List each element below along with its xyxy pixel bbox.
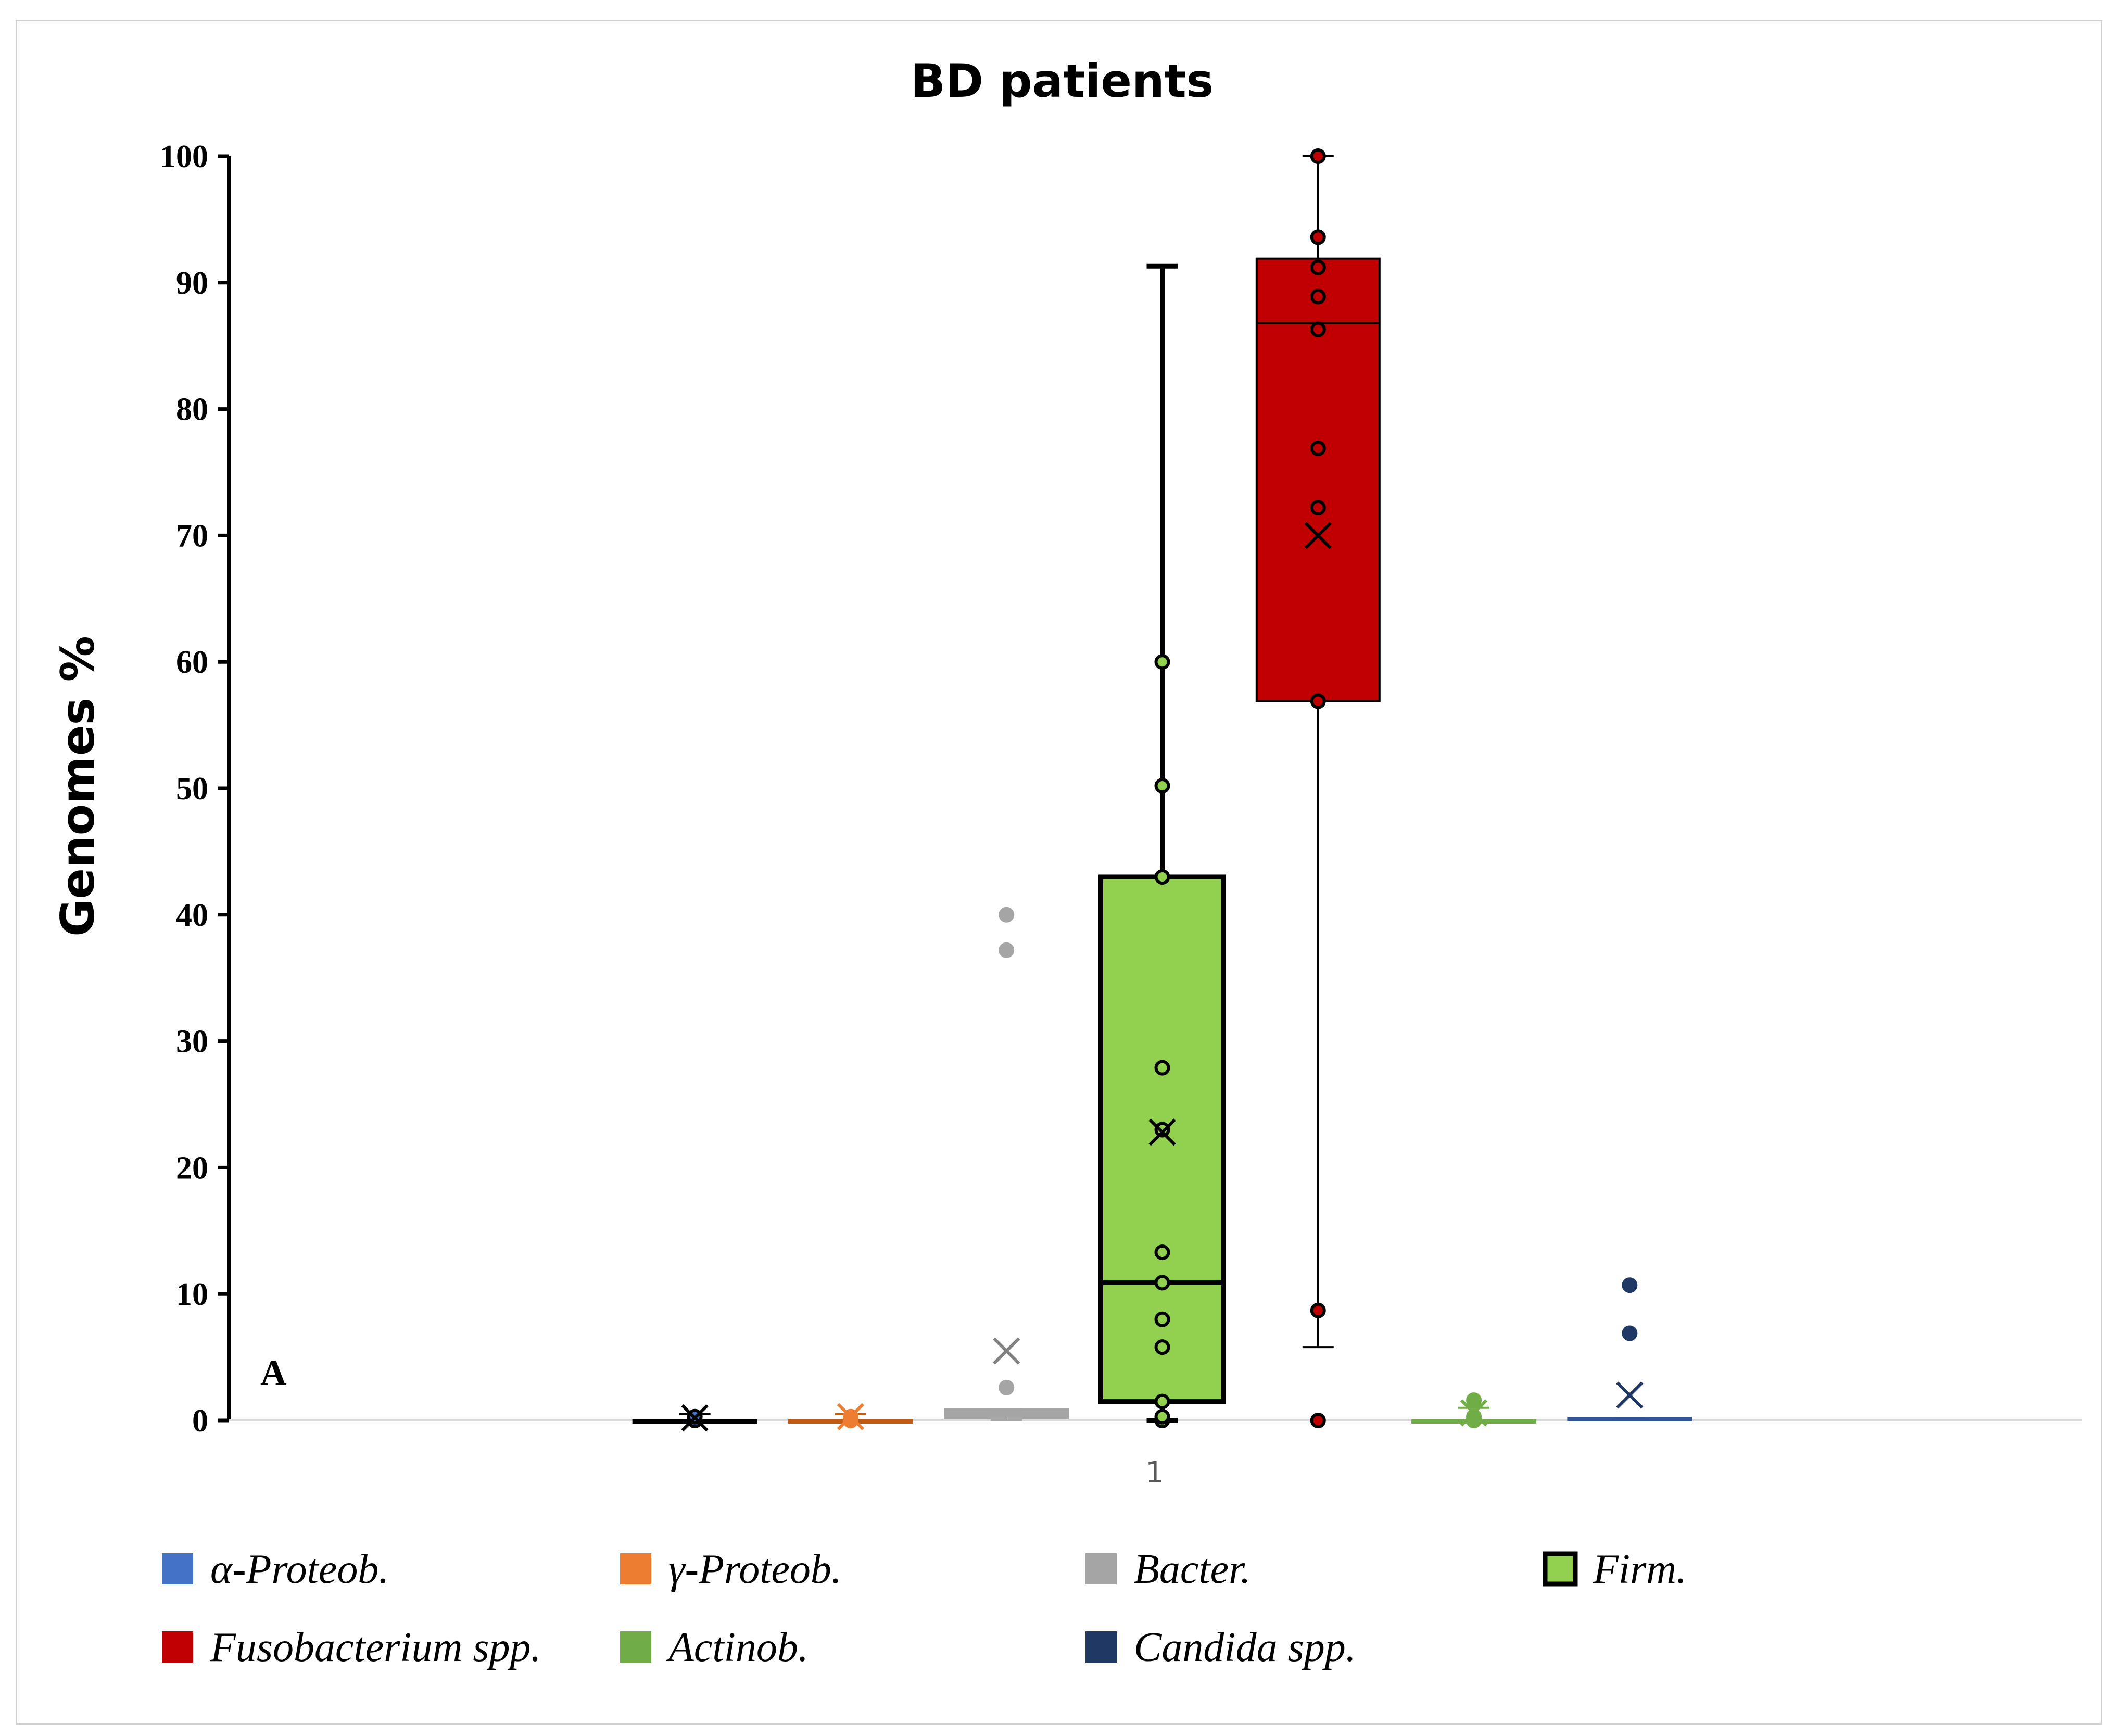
legend-label: α-Proteob. — [210, 1546, 389, 1592]
chart-frame — [16, 20, 2102, 1725]
legend-swatch — [162, 1553, 193, 1584]
data-point — [1310, 229, 1326, 245]
axes: 0 10 20 30 40 50 60 70 80 90 100 1 — [160, 139, 2082, 1490]
mean-marker — [1304, 522, 1332, 549]
legend-swatch — [1085, 1553, 1117, 1584]
data-point — [1310, 499, 1326, 515]
data-point — [1622, 1277, 1638, 1293]
data-point — [1154, 1311, 1170, 1327]
mean-marker — [1460, 1399, 1488, 1427]
data-point — [1154, 1275, 1170, 1291]
data-point — [1310, 693, 1326, 709]
data-point — [1154, 1339, 1170, 1355]
panel-label: A — [260, 1353, 287, 1393]
data-point — [1310, 288, 1326, 305]
y-tick-label: 40 — [176, 898, 208, 933]
legend-item: Bacter. — [1085, 1546, 1251, 1592]
legend: α-Proteob. γ-Proteob. Bacter. Firm. Fusobact… — [162, 1546, 1687, 1670]
data-point — [1310, 321, 1326, 337]
box-series — [944, 907, 1069, 1421]
data-point — [1310, 259, 1326, 275]
y-tick-label: 50 — [176, 771, 208, 807]
data-point — [1466, 1392, 1482, 1408]
legend-item: Candida spp. — [1085, 1625, 1356, 1670]
chart-title: BD patients — [911, 54, 1214, 108]
mean-marker — [837, 1403, 865, 1430]
mean-marker — [681, 1404, 709, 1432]
box-series — [632, 1404, 757, 1432]
data-point — [1622, 1325, 1638, 1341]
box-series — [788, 1403, 913, 1430]
data-point — [1154, 1393, 1170, 1410]
data-point — [1154, 1408, 1170, 1425]
y-axis-label: Genomes % — [51, 636, 105, 937]
data-point — [1154, 778, 1170, 794]
data-point — [999, 907, 1015, 923]
legend-item: Firm. — [1543, 1546, 1687, 1592]
data-point — [1466, 1408, 1482, 1425]
legend-swatch — [620, 1553, 651, 1584]
box-series — [1255, 148, 1381, 1428]
data-point — [1310, 1302, 1326, 1318]
legend-swatch — [620, 1631, 651, 1663]
legend-label: Actinob. — [666, 1625, 809, 1670]
y-tick-label: 0 — [192, 1403, 208, 1439]
legend-label: Candida spp. — [1134, 1625, 1356, 1670]
y-tick-label: 80 — [176, 392, 208, 427]
data-point — [1154, 654, 1170, 670]
data-point — [1154, 1060, 1170, 1076]
legend-label: Firm. — [1593, 1546, 1687, 1592]
data-point — [1310, 440, 1326, 456]
legend-swatch — [1543, 1551, 1578, 1587]
data-point — [999, 1379, 1015, 1395]
y-tick-label: 60 — [176, 645, 208, 680]
box-series — [1567, 1277, 1692, 1422]
box-series — [1098, 263, 1226, 1428]
data-point — [1154, 869, 1170, 885]
mean-marker — [993, 1337, 1020, 1365]
y-tick-label: 30 — [176, 1024, 208, 1060]
y-tick-label: 90 — [176, 266, 208, 301]
data-point — [1310, 148, 1326, 164]
legend-item: Actinob. — [620, 1625, 809, 1670]
x-tick-label: 1 — [1145, 1456, 1164, 1490]
legend-item: Fusobacterium spp. — [162, 1625, 541, 1670]
box-series — [1411, 1392, 1537, 1428]
data-point — [1154, 1244, 1170, 1261]
data-point — [1310, 1413, 1326, 1428]
legend-item: γ-Proteob. — [620, 1546, 842, 1592]
mean-marker — [1616, 1381, 1644, 1409]
legend-swatch — [162, 1631, 193, 1663]
legend-label: Bacter. — [1134, 1546, 1251, 1592]
box-iqr — [944, 1408, 1069, 1419]
y-tick-label: 20 — [176, 1150, 208, 1186]
y-tick-label: 10 — [176, 1277, 208, 1312]
boxes — [632, 148, 1692, 1432]
legend-label: γ-Proteob. — [668, 1546, 842, 1592]
mean-marker — [1148, 1118, 1176, 1146]
data-point — [999, 942, 1015, 958]
y-tick-label: 70 — [176, 518, 208, 553]
data-point — [1154, 1122, 1170, 1138]
legend-swatch — [1085, 1631, 1117, 1663]
y-tick-label: 100 — [160, 139, 208, 174]
legend-label: Fusobacterium spp. — [210, 1625, 541, 1670]
legend-item: α-Proteob. — [162, 1546, 389, 1592]
